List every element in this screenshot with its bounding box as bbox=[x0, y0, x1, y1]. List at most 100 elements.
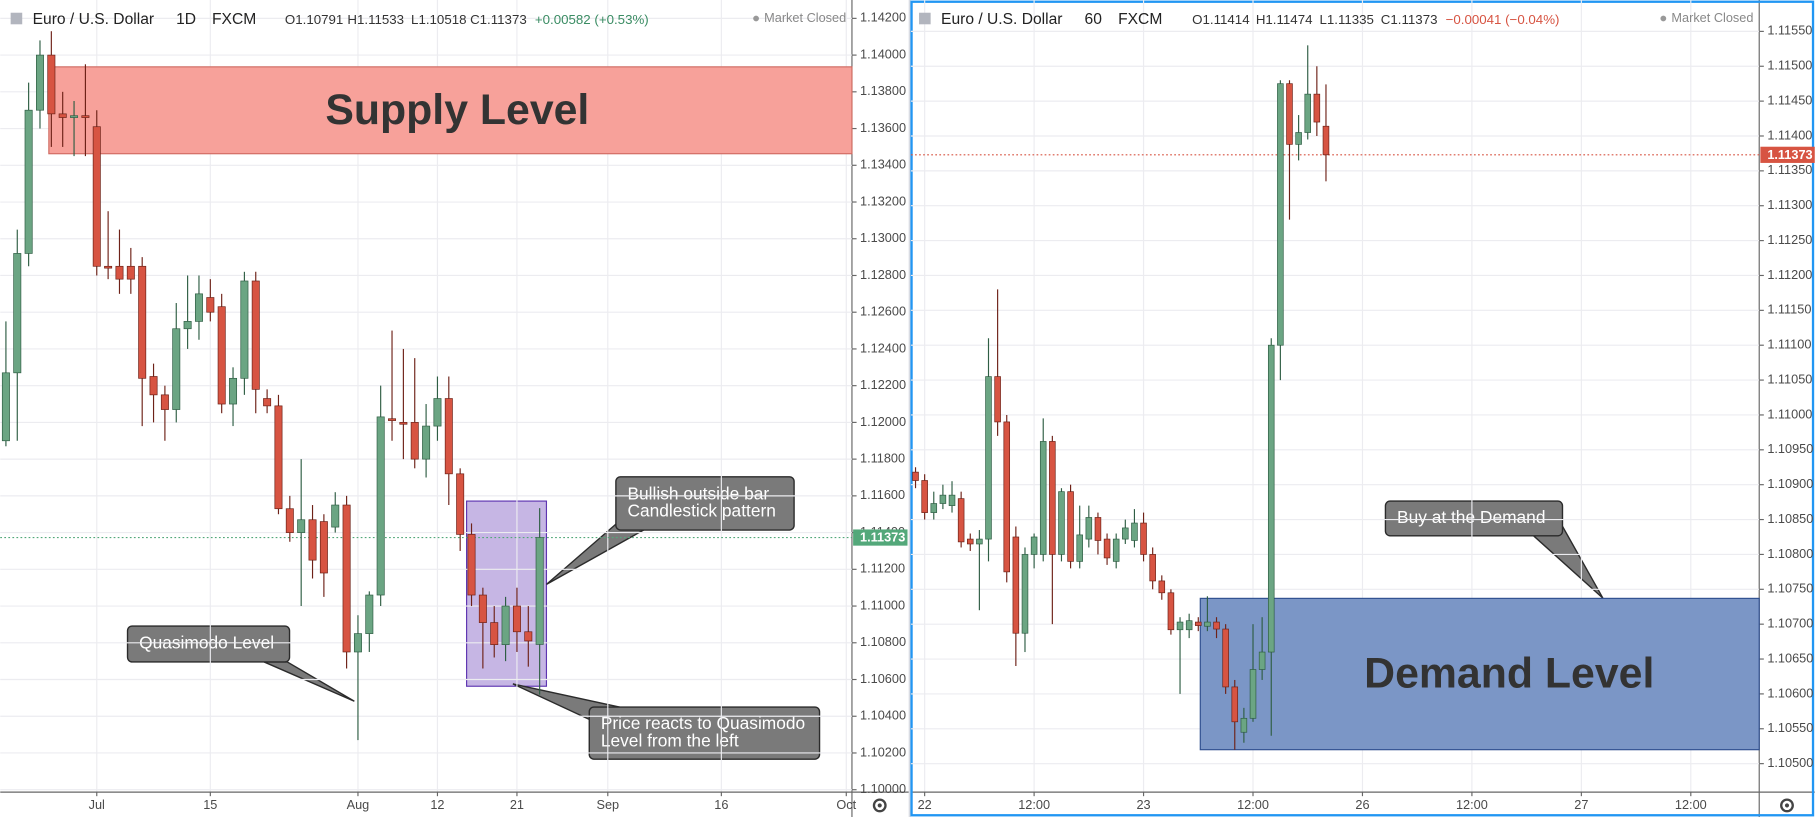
candle-body bbox=[1176, 621, 1184, 631]
ohlc-value: L1.11335 bbox=[1319, 12, 1373, 27]
candle-body bbox=[1112, 538, 1120, 562]
candle-body bbox=[1286, 83, 1293, 145]
settings-icon[interactable] bbox=[872, 798, 887, 813]
highlight-box bbox=[466, 500, 548, 687]
symbol-title: Euro / U.S. Dollar bbox=[941, 11, 1062, 28]
settings-icon[interactable] bbox=[1780, 798, 1794, 813]
candle-body bbox=[1295, 132, 1302, 145]
y-tick-label: 1.10650 bbox=[1767, 650, 1813, 665]
candle-body bbox=[297, 519, 306, 533]
candle-body bbox=[948, 494, 956, 506]
x-tick-label: 22 bbox=[918, 797, 932, 812]
x-tick-label: Sep bbox=[596, 797, 619, 812]
candle-body bbox=[274, 405, 283, 510]
candle-body bbox=[939, 494, 947, 504]
candle-body bbox=[36, 54, 44, 111]
x-tick-label: 12 bbox=[430, 797, 444, 812]
y-tick-label: 1.11250 bbox=[1767, 232, 1812, 247]
y-tick-label: 1.12600 bbox=[860, 304, 906, 319]
candle-body bbox=[160, 394, 169, 410]
candle-body bbox=[410, 422, 419, 460]
settings-icon[interactable] bbox=[872, 798, 887, 813]
zone-label: Supply Level bbox=[325, 86, 589, 134]
candle-body bbox=[149, 376, 158, 396]
candle-body bbox=[1313, 93, 1321, 123]
market-status: Market Closed bbox=[764, 10, 846, 25]
candle-body bbox=[1304, 93, 1311, 133]
callout-text: Bullish outside bar bbox=[627, 483, 769, 503]
callout-box bbox=[615, 476, 795, 531]
y-tick-label: 1.11100 bbox=[1767, 337, 1811, 352]
symbol-title: Euro / U.S. Dollar bbox=[33, 11, 154, 28]
ohlc-value: H1.11533 bbox=[347, 12, 404, 27]
settings-icon[interactable] bbox=[1784, 803, 1790, 808]
ohlc-value: C1.11373 bbox=[470, 12, 527, 27]
candle-body bbox=[365, 594, 374, 634]
x-tick-label: 16 bbox=[714, 797, 728, 812]
settings-icon[interactable] bbox=[877, 803, 882, 808]
candle-body bbox=[1222, 628, 1229, 688]
interval: 1D bbox=[176, 11, 196, 28]
y-tick-label: 1.10900 bbox=[1767, 476, 1813, 491]
y-tick-label: 1.14000 bbox=[860, 46, 906, 61]
candle-body bbox=[240, 280, 249, 379]
status-dot bbox=[1660, 15, 1667, 22]
y-tick-label: 1.10200 bbox=[860, 744, 906, 759]
y-tick-label: 1.12400 bbox=[860, 340, 906, 355]
candle-body bbox=[58, 113, 67, 118]
y-tick-label: 1.11200 bbox=[860, 561, 905, 576]
y-tick-label: 1.11300 bbox=[1767, 197, 1812, 212]
callout-box bbox=[1384, 500, 1564, 537]
candle-body bbox=[478, 594, 487, 623]
candle-body bbox=[353, 633, 362, 653]
candle-body bbox=[1094, 517, 1102, 541]
candle-body bbox=[1258, 651, 1266, 670]
candle-body bbox=[331, 504, 340, 528]
candle-body bbox=[115, 265, 124, 280]
data-source: FXCM bbox=[212, 11, 256, 28]
y-tick-label: 1.11450 bbox=[1767, 92, 1812, 107]
candle-body bbox=[206, 297, 215, 313]
y-tick-label: 1.11350 bbox=[1767, 162, 1812, 177]
interval: 60 bbox=[1085, 11, 1103, 28]
y-tick-label: 1.11400 bbox=[1767, 127, 1812, 142]
y-tick-label: 1.12200 bbox=[860, 377, 906, 392]
last-price-tag bbox=[853, 529, 908, 546]
candle-body bbox=[1067, 491, 1074, 562]
candle-body bbox=[172, 328, 181, 410]
candle-body bbox=[47, 54, 56, 115]
candle-body bbox=[285, 508, 294, 533]
y-tick-label: 1.11550 bbox=[1767, 23, 1812, 38]
candle-body bbox=[104, 265, 113, 269]
settings-icon[interactable] bbox=[1780, 798, 1794, 813]
candle-body bbox=[456, 473, 465, 535]
candle-body bbox=[376, 416, 385, 596]
callout-box bbox=[588, 706, 821, 760]
candle-body bbox=[930, 503, 938, 513]
candle-body bbox=[1021, 554, 1029, 634]
candle-body bbox=[13, 253, 22, 374]
y-tick-label: 1.10500 bbox=[1767, 755, 1813, 770]
candle-body bbox=[985, 376, 992, 540]
candle-body bbox=[1195, 621, 1202, 626]
ohlc-value: O1.11414 bbox=[1192, 12, 1249, 27]
candle-body bbox=[1240, 717, 1248, 733]
last-price-tag bbox=[1760, 146, 1815, 163]
candle-body bbox=[319, 521, 328, 574]
candle-body bbox=[467, 534, 476, 596]
data-source: FXCM bbox=[1118, 11, 1162, 28]
zone-label: Demand Level bbox=[1364, 650, 1654, 698]
symbol-icon bbox=[919, 12, 931, 25]
y-tick-label: 1.11050 bbox=[1767, 371, 1812, 386]
candle-body bbox=[263, 398, 272, 407]
candle-body bbox=[81, 115, 90, 118]
candle-body bbox=[183, 321, 192, 330]
y-tick-label: 1.11600 bbox=[860, 487, 905, 502]
y-tick-label: 1.11150 bbox=[1767, 302, 1811, 317]
x-tick-label: 12:00 bbox=[1675, 797, 1707, 812]
y-tick-label: 1.10600 bbox=[860, 671, 906, 686]
last-price-label: 1.11373 bbox=[860, 529, 905, 544]
candle-body bbox=[92, 126, 101, 267]
